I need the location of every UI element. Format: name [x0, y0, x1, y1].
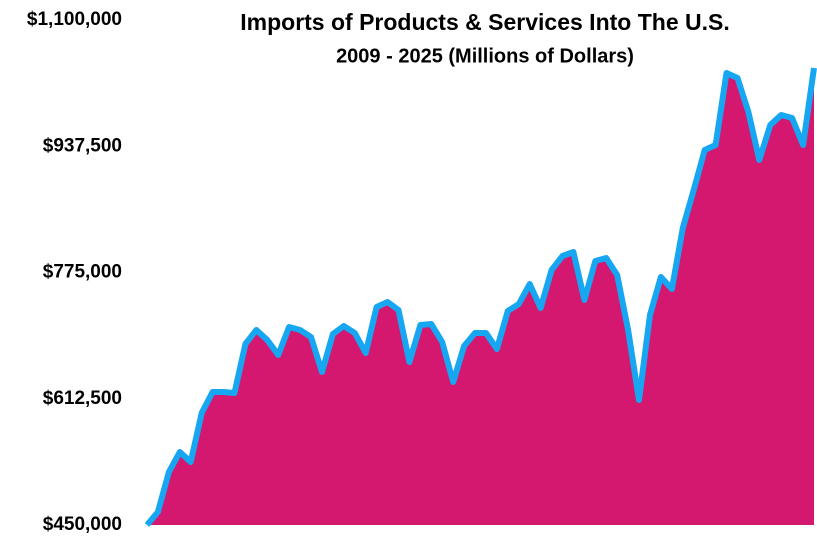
y-tick-label: $612,500	[43, 388, 122, 409]
y-tick-label: $775,000	[43, 262, 122, 283]
y-tick-label: $937,500	[43, 135, 122, 156]
line	[144, 67, 817, 527]
area	[147, 68, 814, 525]
chart-subtitle: 2009 - 2025 (Millions of Dollars)	[336, 45, 634, 67]
chart-title: Imports of Products & Services Into The …	[240, 9, 729, 35]
y-tick-label: $450,000	[43, 514, 122, 535]
y-tick-label: $1,100,000	[27, 9, 122, 30]
